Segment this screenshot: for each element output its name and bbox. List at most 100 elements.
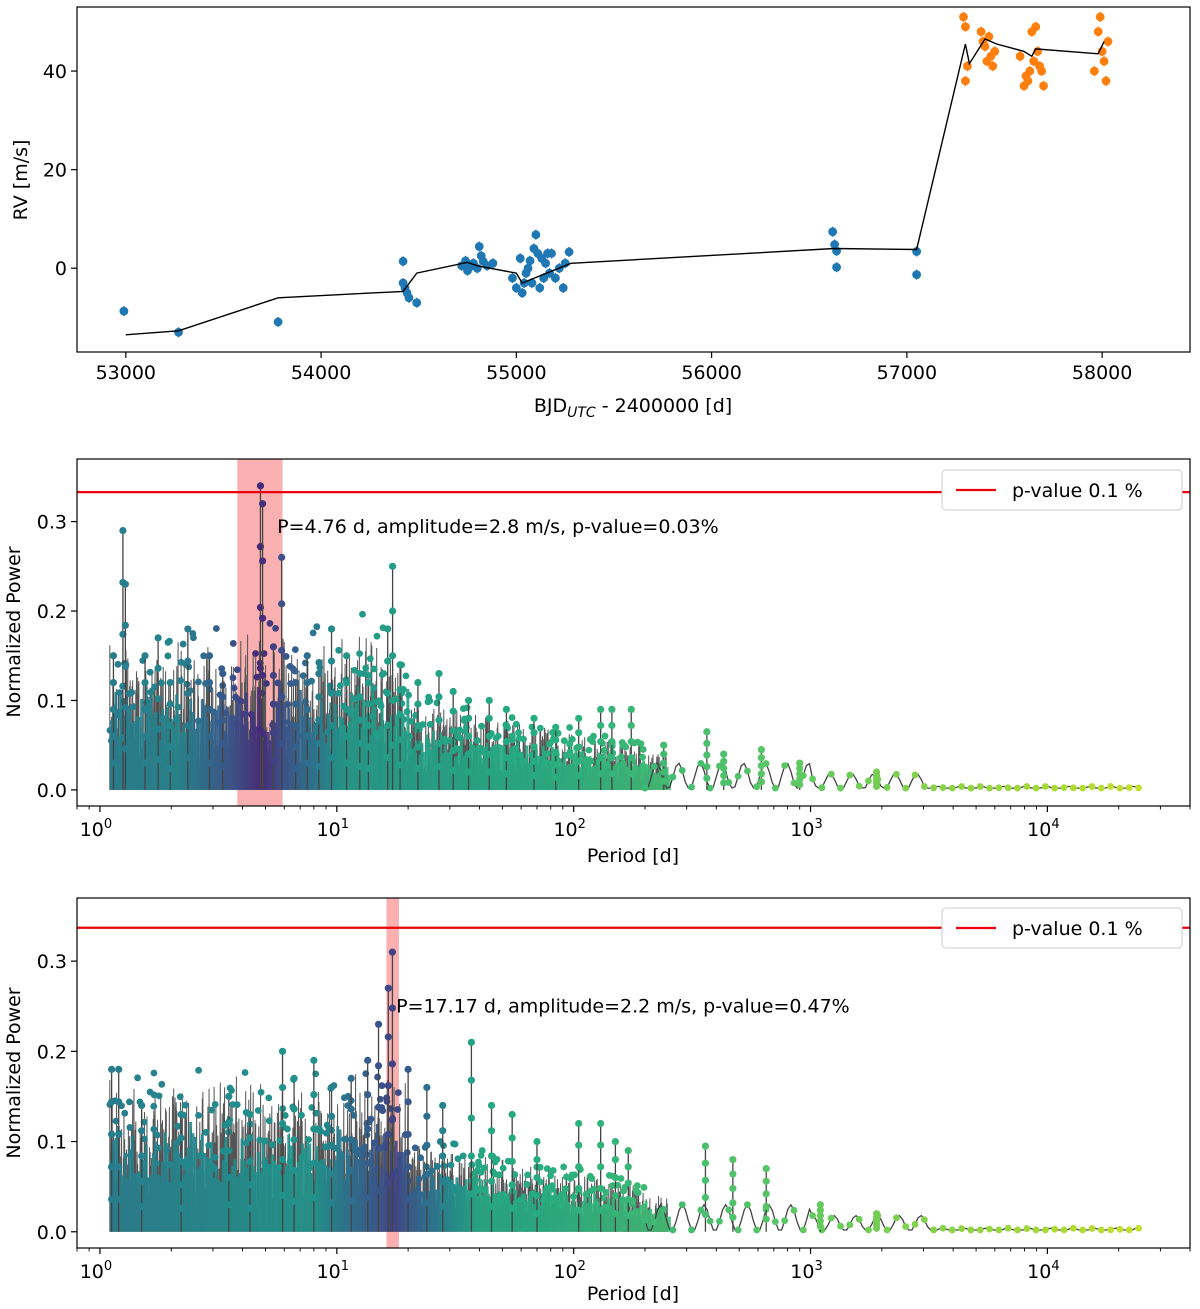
power-band — [539, 756, 543, 790]
power-band — [429, 1173, 433, 1232]
peak-point — [611, 1137, 619, 1146]
power-band — [196, 718, 200, 790]
instrument-1-point — [515, 253, 525, 263]
power-band — [397, 1151, 400, 1232]
power-point — [855, 782, 863, 790]
peak-point — [597, 1163, 605, 1171]
power-band — [270, 720, 274, 790]
power-band — [569, 763, 573, 790]
peak-point — [464, 750, 473, 758]
power-band — [567, 764, 571, 790]
power-point — [590, 732, 597, 740]
peak-point — [485, 768, 493, 776]
power-point — [549, 729, 556, 736]
power-point — [185, 736, 193, 744]
peak-point — [356, 693, 364, 701]
power-point — [827, 1214, 835, 1222]
peak-point — [435, 763, 443, 771]
peak-point — [608, 721, 616, 730]
power-band — [485, 742, 489, 790]
power-point — [706, 784, 714, 792]
power-point — [356, 1146, 363, 1154]
power-point — [269, 721, 277, 729]
power-point — [809, 1212, 817, 1219]
power-band — [611, 766, 615, 790]
peak-point — [166, 743, 174, 751]
power-point — [291, 646, 299, 653]
power-band — [170, 1167, 174, 1232]
power-band — [312, 722, 316, 790]
power-band — [266, 732, 270, 790]
power-point — [441, 1194, 449, 1202]
power-band — [471, 1180, 475, 1232]
power-band — [224, 730, 228, 790]
power-band — [483, 747, 487, 790]
power-band — [560, 1193, 564, 1232]
power-band — [553, 1188, 557, 1232]
power-band — [660, 1206, 664, 1232]
power-point — [477, 1168, 485, 1176]
power-band — [154, 718, 158, 790]
power-point — [1135, 1224, 1142, 1232]
power-band — [135, 1174, 139, 1232]
power-band — [390, 1150, 393, 1232]
power-point — [299, 672, 307, 680]
peak-point — [303, 678, 311, 687]
peak-point — [597, 705, 605, 714]
power-point — [417, 1191, 425, 1199]
power-band — [189, 698, 193, 790]
power-band — [261, 1138, 265, 1232]
peak-point — [166, 700, 174, 708]
instrument-1-point — [535, 283, 545, 293]
power-point — [340, 724, 347, 732]
peak-point — [269, 757, 278, 765]
peak-point — [115, 1163, 123, 1171]
power-band — [422, 751, 426, 790]
power-band — [385, 1170, 389, 1232]
peak-point — [121, 580, 129, 588]
power-point — [865, 777, 872, 785]
power-point — [1014, 1226, 1021, 1234]
peak-point — [627, 738, 635, 746]
power-band — [126, 1178, 130, 1232]
power-band — [210, 720, 214, 790]
power-point — [734, 1226, 742, 1234]
power-band — [408, 1193, 412, 1232]
peak-point — [184, 721, 192, 730]
power-point — [403, 708, 411, 716]
power-point — [315, 659, 323, 666]
peak-point — [219, 739, 227, 747]
power-point — [930, 784, 938, 792]
power-band — [495, 744, 499, 790]
periodogram-2-y-label: Normalized Power — [3, 987, 25, 1158]
instrument-1-point — [550, 273, 560, 283]
peak-point — [624, 1211, 632, 1220]
peak-point — [389, 562, 397, 570]
power-point — [424, 698, 432, 706]
peak-point — [108, 1065, 116, 1073]
power-point — [158, 679, 165, 687]
power-point — [306, 1164, 314, 1172]
instrument-2-point — [980, 42, 990, 51]
power-point — [548, 1182, 556, 1190]
power-band — [231, 1165, 235, 1232]
power-band — [170, 719, 174, 790]
power-band — [128, 1149, 132, 1232]
peak-point — [624, 1163, 632, 1171]
power-point — [617, 1175, 625, 1182]
peak-point — [115, 1195, 123, 1203]
power-band — [565, 1195, 569, 1232]
peak-point — [246, 1157, 254, 1166]
peak-point — [627, 770, 635, 778]
power-point — [543, 1165, 551, 1172]
power-point — [516, 1196, 524, 1204]
peak-point — [404, 1163, 412, 1171]
power-band — [520, 1193, 524, 1232]
peak-point — [703, 728, 711, 736]
peak-point — [439, 1127, 447, 1135]
power-point — [547, 1172, 554, 1180]
power-point — [753, 1226, 761, 1234]
peak-point — [703, 751, 711, 759]
power-band — [420, 744, 424, 790]
power-point — [205, 1141, 213, 1149]
